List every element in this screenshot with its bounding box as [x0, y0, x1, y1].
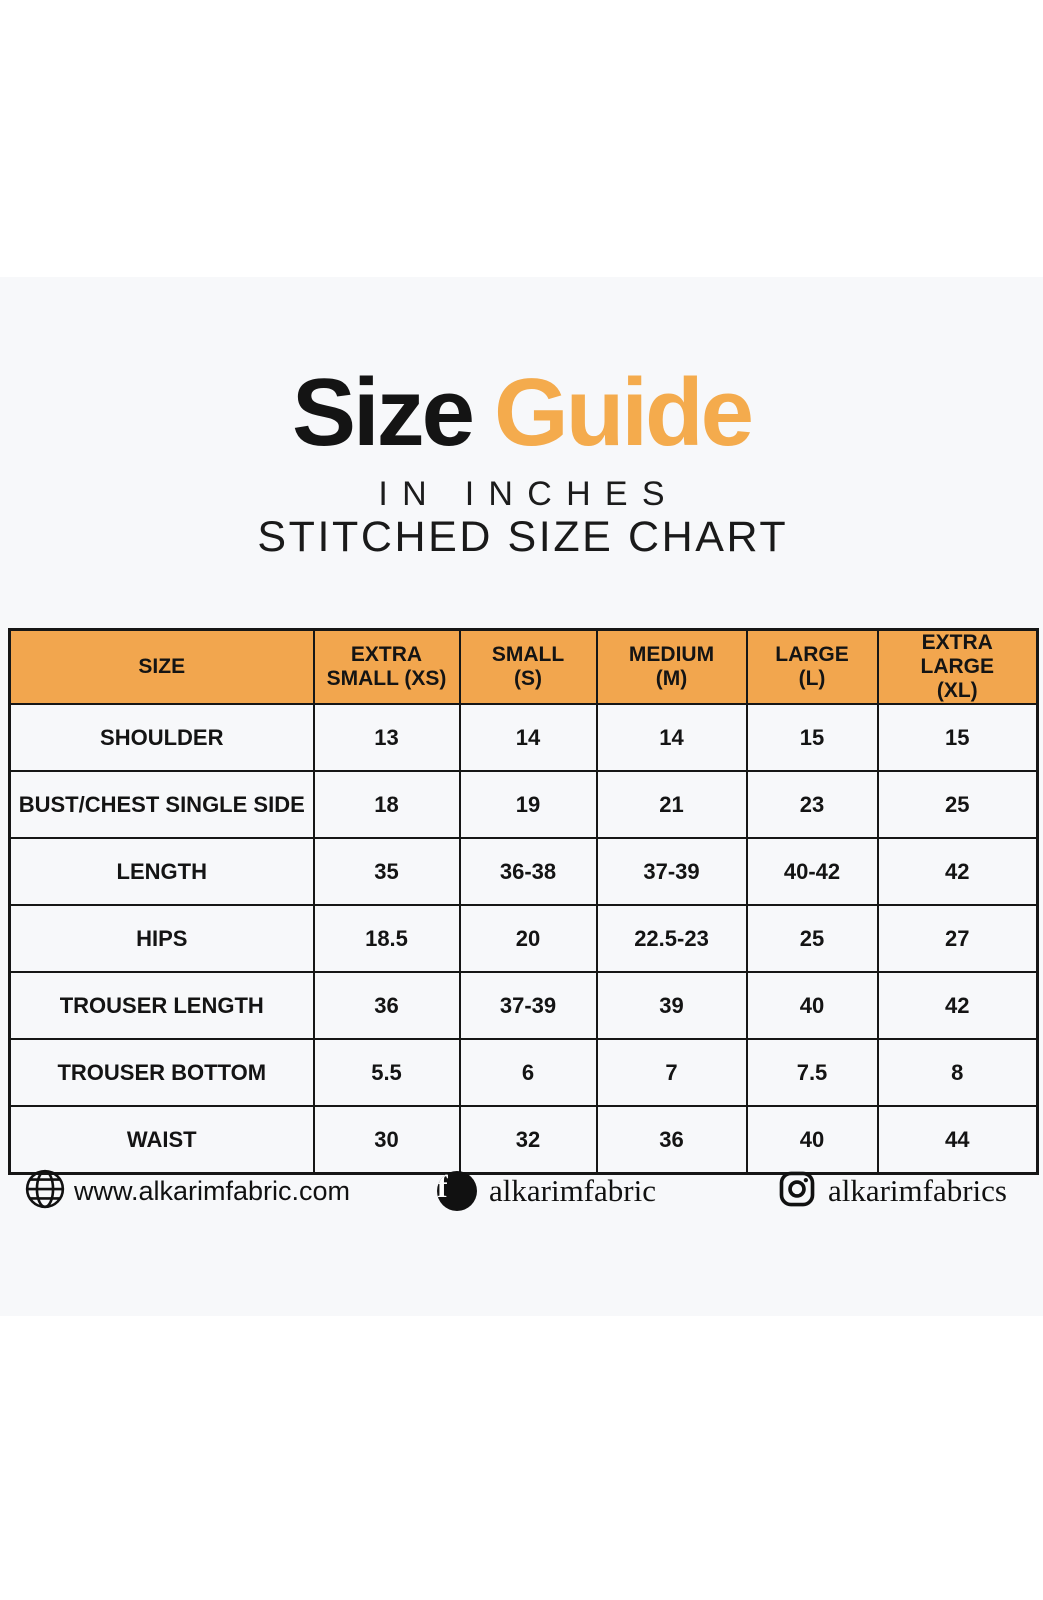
header-line: SIZE: [138, 655, 186, 679]
size-value: 42: [876, 837, 1039, 907]
website-link: www.alkarimfabric.com: [24, 1165, 350, 1217]
header-line: (M): [655, 667, 688, 691]
instagram-username: alkarimfabrics: [827, 1173, 1007, 1208]
header-row: SIZE EXTRA SMALL (XS) SMALL (S) MEDIUM (M) …: [8, 628, 1039, 706]
table-row-hips: HIPS 18.5 20 22.5-23 25 27: [8, 904, 1039, 974]
size-value: 6: [458, 1038, 598, 1108]
size-chart-table: SIZE EXTRA SMALL (XS) SMALL (S) MEDIUM (M) …: [8, 628, 1039, 1176]
column-header-s: SMALL (S): [458, 628, 598, 706]
size-value: 36-38: [458, 837, 598, 907]
size-value: 25: [876, 770, 1039, 840]
instagram-handle: alkarimfabrics: [778, 1165, 1007, 1217]
size-value: 23: [745, 770, 879, 840]
facebook-icon: f: [437, 1171, 477, 1211]
row-label: WAIST: [8, 1105, 315, 1175]
size-value: 5.5: [312, 1038, 461, 1108]
size-value: 7: [595, 1038, 748, 1108]
column-header-m: MEDIUM (M): [595, 628, 748, 706]
website-url: www.alkarimfabric.com: [74, 1175, 351, 1206]
header-line: SMALL (XS): [326, 667, 447, 691]
size-value: 44: [876, 1105, 1039, 1175]
column-header-xl: EXTRA LARGE (XL): [876, 628, 1039, 706]
size-value: 20: [458, 904, 598, 974]
size-value: 36: [595, 1105, 748, 1175]
size-value: 37-39: [458, 971, 598, 1041]
instagram-icon: [778, 1170, 816, 1213]
header-line: (S): [514, 667, 542, 691]
row-label: HIPS: [8, 904, 315, 974]
subtitle-in-inches: IN INCHES: [378, 475, 679, 513]
size-value: 18.5: [312, 904, 461, 974]
size-value: 22.5-23: [595, 904, 748, 974]
size-guide-panel: Size Guide IN INCHES STITCHED SIZE CHART …: [0, 277, 1043, 1316]
header-line: SMALL: [491, 643, 565, 667]
size-value: 40-42: [745, 837, 879, 907]
facebook-username: alkarimfabric: [489, 1173, 656, 1208]
page-title: Size Guide: [0, 365, 1043, 461]
table-row-bust-chest: BUST/CHEST SINGLE SIDE 18 19 21 23 25: [8, 770, 1039, 840]
size-value: 30: [312, 1105, 461, 1175]
header-line: (L): [798, 667, 826, 691]
size-value: 13: [312, 703, 461, 773]
size-value: 32: [458, 1105, 598, 1175]
size-value: 18: [312, 770, 461, 840]
size-value: 25: [745, 904, 879, 974]
column-header-l: LARGE (L): [745, 628, 879, 706]
title-block: Size Guide: [0, 365, 1043, 461]
header-line: (XL): [936, 679, 978, 703]
table-row-waist: WAIST 30 32 36 40 44: [8, 1105, 1039, 1175]
row-label: TROUSER BOTTOM: [8, 1038, 315, 1108]
header-line: EXTRA LARGE: [920, 631, 995, 679]
row-label: TROUSER LENGTH: [8, 971, 315, 1041]
size-value: 21: [595, 770, 748, 840]
size-value: 19: [458, 770, 598, 840]
header-line: MEDIUM: [628, 643, 715, 667]
size-value: 15: [876, 703, 1039, 773]
table-row-trouser-length: TROUSER LENGTH 36 37-39 39 40 42: [8, 971, 1039, 1041]
row-label: SHOULDER: [8, 703, 315, 773]
table-row-trouser-bottom: TROUSER BOTTOM 5.5 6 7 7.5 8: [8, 1038, 1039, 1108]
subtitle-stitched-size-chart: STITCHED SIZE CHART: [257, 513, 789, 561]
size-value: 40: [745, 1105, 879, 1175]
title-word-size: Size: [291, 359, 475, 466]
footer: www.alkarimfabric.com f alkarimfabric al…: [0, 1165, 1043, 1217]
title-word-guide: Guide: [494, 359, 754, 466]
size-value: 42: [876, 971, 1039, 1041]
size-value: 15: [745, 703, 879, 773]
size-value: 37-39: [595, 837, 748, 907]
size-value: 39: [595, 971, 748, 1041]
header-line: LARGE: [775, 643, 849, 667]
table-row-shoulder: SHOULDER 13 14 14 15 15: [8, 703, 1039, 773]
size-value: 40: [745, 971, 879, 1041]
row-label: BUST/CHEST SINGLE SIDE: [8, 770, 315, 840]
header-line: EXTRA: [350, 643, 423, 667]
row-label: LENGTH: [8, 837, 315, 907]
facebook-handle: f alkarimfabric: [437, 1165, 656, 1217]
column-header-xs: EXTRA SMALL (XS): [312, 628, 461, 706]
globe-icon: [24, 1168, 66, 1215]
size-value: 14: [595, 703, 748, 773]
size-value: 35: [312, 837, 461, 907]
table-row-length: LENGTH 35 36-38 37-39 40-42 42: [8, 837, 1039, 907]
column-header-size: SIZE: [8, 628, 315, 706]
size-value: 8: [876, 1038, 1039, 1108]
size-value: 14: [458, 703, 598, 773]
size-value: 36: [312, 971, 461, 1041]
size-value: 7.5: [745, 1038, 879, 1108]
size-value: 27: [876, 904, 1039, 974]
